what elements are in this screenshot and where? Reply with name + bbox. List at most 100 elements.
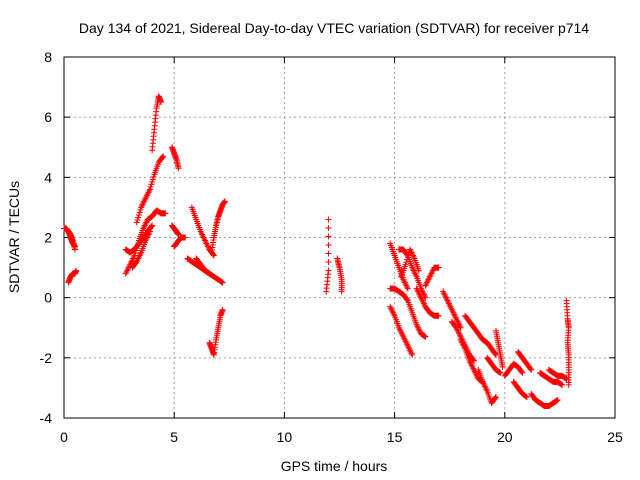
x-tick-label: 10 <box>277 429 293 445</box>
data-point <box>403 259 410 266</box>
x-tick-label: 5 <box>170 429 178 445</box>
data-point <box>325 250 332 257</box>
data-point <box>146 186 153 193</box>
data-point <box>175 231 182 238</box>
data-point <box>219 279 226 286</box>
data-point <box>72 243 79 250</box>
data-point <box>133 245 140 252</box>
y-axis-label: SDTVAR / TECUs <box>6 181 22 293</box>
data-point <box>421 333 428 340</box>
data-point <box>325 216 332 223</box>
data-point <box>325 242 332 249</box>
data-point <box>415 267 422 274</box>
data-point <box>210 252 217 259</box>
data-point <box>404 285 411 292</box>
x-axis-label: GPS time / hours <box>281 458 388 474</box>
data-point <box>132 250 139 257</box>
data-point <box>218 278 225 285</box>
data-point <box>221 198 228 205</box>
data-point <box>523 393 530 400</box>
data-point <box>495 368 502 375</box>
data-point <box>402 261 409 268</box>
y-tick-label: -4 <box>40 410 53 426</box>
data-point <box>557 380 564 387</box>
data-point <box>496 369 503 376</box>
data-point <box>147 183 154 190</box>
data-point <box>518 368 525 375</box>
data-point <box>522 392 529 399</box>
axis-ticks: 0 5 10 15 20 25 -4 -2 0 2 4 6 8 <box>40 49 623 445</box>
x-tick-label: 0 <box>60 429 68 445</box>
data-point <box>134 242 141 249</box>
data-point <box>218 279 225 286</box>
data-point <box>73 267 80 274</box>
data-point <box>325 233 332 240</box>
y-tick-label: 6 <box>44 109 52 125</box>
data-point <box>497 369 504 376</box>
data-point <box>565 381 572 388</box>
data-point <box>435 312 442 319</box>
data-point <box>492 393 499 400</box>
data-point <box>528 366 535 373</box>
data-point <box>554 396 561 403</box>
y-tick-label: 4 <box>44 169 52 185</box>
data-point <box>149 178 156 185</box>
data-point <box>325 224 332 231</box>
chart-title: Day 134 of 2021, Sidereal Day-to-day VTE… <box>79 20 589 36</box>
data-point <box>553 397 560 404</box>
grid <box>64 57 615 418</box>
data-point <box>134 216 141 223</box>
data-point <box>409 351 416 358</box>
data-point <box>325 259 332 266</box>
data-point <box>499 363 506 370</box>
data-point <box>150 173 157 180</box>
data-point <box>404 256 411 263</box>
data-point <box>523 393 530 400</box>
data-point <box>135 211 142 218</box>
x-tick-label: 15 <box>387 429 403 445</box>
data-point <box>219 306 226 313</box>
data-point <box>160 153 167 160</box>
data-point <box>132 259 139 266</box>
data-point <box>553 397 560 404</box>
data-point <box>132 247 139 254</box>
data-point <box>159 154 166 161</box>
data-point <box>148 181 155 188</box>
data-point <box>137 206 144 213</box>
data-point <box>136 209 143 216</box>
data-point <box>149 176 156 183</box>
data-point <box>452 323 459 330</box>
data-point <box>157 99 164 106</box>
data-point <box>131 252 138 259</box>
x-tick-label: 25 <box>607 429 623 445</box>
data-point <box>182 234 189 241</box>
y-tick-label: 2 <box>44 230 52 246</box>
data-point <box>404 254 411 261</box>
data-point <box>558 381 565 388</box>
data-point <box>162 210 169 217</box>
data-point <box>562 374 569 381</box>
data-point <box>149 222 156 229</box>
data-points <box>61 93 572 409</box>
data-point <box>135 214 142 221</box>
data-point <box>559 381 566 388</box>
data-point <box>422 333 429 340</box>
data-point <box>175 165 182 172</box>
data-point <box>323 288 330 295</box>
data-point <box>420 332 427 339</box>
data-point <box>133 219 140 226</box>
data-point <box>404 296 411 303</box>
data-point <box>148 223 155 230</box>
x-tick-label: 20 <box>497 429 513 445</box>
y-tick-label: 8 <box>44 49 52 65</box>
data-point <box>338 288 345 295</box>
y-tick-label: -2 <box>40 350 53 366</box>
data-point <box>146 228 153 235</box>
data-point <box>492 350 499 357</box>
data-point <box>519 369 526 376</box>
data-point <box>470 356 477 363</box>
data-point <box>435 264 442 271</box>
data-point <box>135 240 142 247</box>
data-point <box>527 365 534 372</box>
